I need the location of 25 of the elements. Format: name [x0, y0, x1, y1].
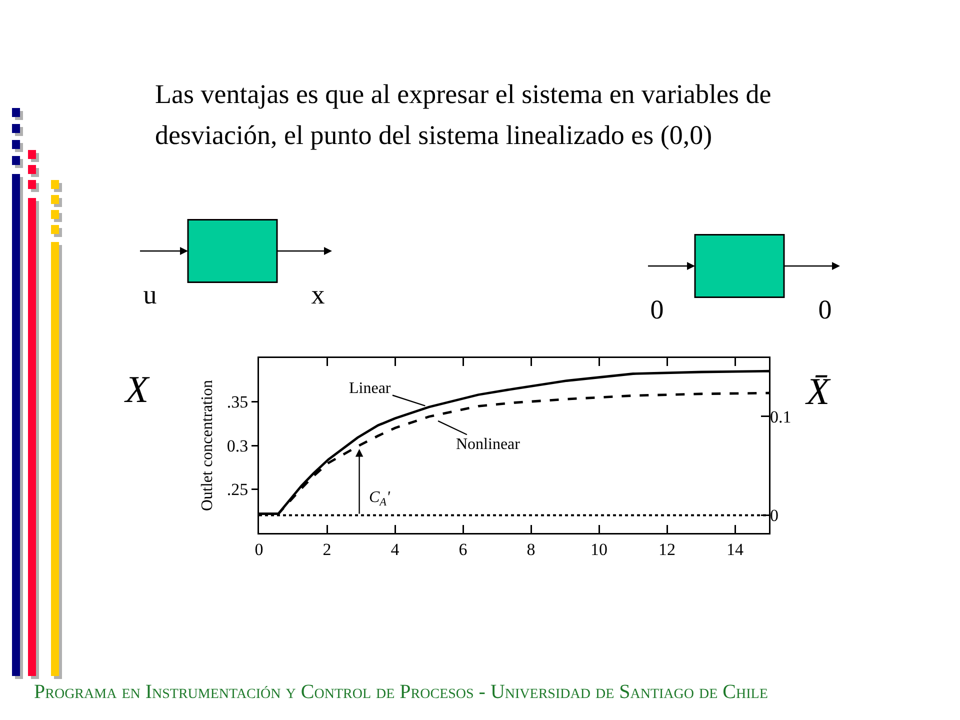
text: u — [143, 280, 157, 310]
y-tick-label: .35 — [226, 392, 248, 412]
y2-tick-label: 0.1 — [770, 407, 792, 426]
x-tick-label: 8 — [526, 540, 536, 559]
y2-tick-label: 0 — [770, 506, 778, 526]
text: X — [125, 369, 149, 411]
y-axis-title: Outlet concentration — [199, 380, 216, 512]
legend-label: Nonlinear — [456, 436, 521, 453]
text: 0 — [818, 294, 832, 324]
x-tick-label: 4 — [390, 540, 400, 559]
x-tick-label: 0 — [254, 540, 264, 559]
text: X̄ — [806, 371, 830, 413]
x-tick-label: 14 — [726, 540, 744, 559]
y-tick-label: .25 — [226, 480, 248, 500]
x-tick-label: 2 — [322, 540, 332, 559]
x-tick-label: 6 — [458, 540, 468, 559]
legend-label: Linear — [349, 380, 392, 397]
text: 0 — [650, 294, 664, 324]
text: Programa en Instrumentación y Control de Procesos - Universidad de Santiago de Chile — [34, 681, 768, 703]
chart-title: Las ventajas es que al expresar el sistema en variables de desviación, el punto del sistema linealizado es (0,0) — [155, 78, 772, 152]
x-tick-label: 10 — [590, 540, 608, 559]
y-tick-label: 0.3 — [226, 436, 248, 456]
text: x — [311, 280, 325, 310]
annotation: C$_{A}$' — [369, 489, 391, 508]
x-tick-label: 12 — [658, 540, 676, 559]
